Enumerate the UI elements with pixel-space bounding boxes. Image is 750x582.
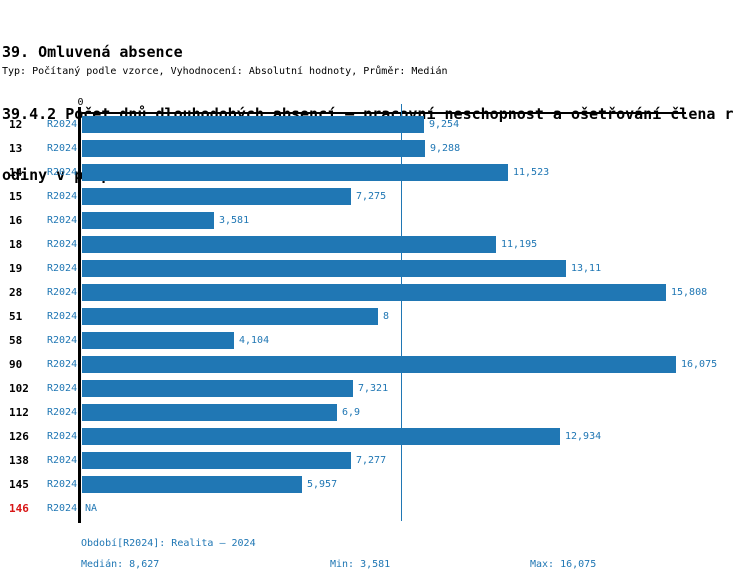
row-period-label: R2024 <box>47 143 78 154</box>
row-org-id-label: 13 <box>9 142 23 155</box>
row-org-id-label: 14 <box>9 166 23 179</box>
row-value-label: 9,288 <box>430 143 461 154</box>
row-value-label: 12,934 <box>565 431 602 442</box>
value-bar <box>82 188 351 205</box>
row-org-id-label: 19 <box>9 262 23 275</box>
row-org-id-label: 145 <box>9 478 29 491</box>
chart-row: 146 R2024 NA <box>0 500 750 517</box>
row-period-label: R2024 <box>47 431 78 442</box>
chart-row: 12 R2024 9,254 <box>0 116 750 133</box>
row-value-label: 11,195 <box>501 239 538 250</box>
median-reference-line <box>401 104 402 521</box>
row-org-id-label: 16 <box>9 214 23 227</box>
row-value-label: 8 <box>383 311 390 322</box>
row-value-label: 16,075 <box>681 359 718 370</box>
value-bar <box>82 116 424 133</box>
row-value-label: 15,808 <box>671 287 708 298</box>
row-value-label: 13,11 <box>571 263 602 274</box>
value-bar <box>82 356 676 373</box>
row-period-label: R2024 <box>47 335 78 346</box>
footer-median-stat: Medián: 8,627 <box>81 559 160 570</box>
footer-period-info: Období[R2024]: Realita – 2024 <box>81 538 256 549</box>
chart-row: 112 R2024 6,9 <box>0 404 750 421</box>
row-org-id-label: 15 <box>9 190 23 203</box>
row-period-label: R2024 <box>47 479 78 490</box>
row-org-id-label: 18 <box>9 238 23 251</box>
chart-row: 126 R2024 12,934 <box>0 428 750 445</box>
chart-row: 28 R2024 15,808 <box>0 284 750 301</box>
row-org-id-label: 51 <box>9 310 23 323</box>
row-period-label: R2024 <box>47 407 78 418</box>
x-axis-zero-tick-label: 0 <box>77 97 84 108</box>
footer-max-stat: Max: 16,075 <box>530 559 597 570</box>
value-bar <box>82 236 496 253</box>
row-value-label: 7,321 <box>358 383 389 394</box>
value-bar <box>82 260 566 277</box>
row-value-label: 9,254 <box>429 119 460 130</box>
chart-row: 19 R2024 13,11 <box>0 260 750 277</box>
value-bar <box>82 404 337 421</box>
row-period-label: R2024 <box>47 215 78 226</box>
value-bar <box>82 140 425 157</box>
y-axis-line <box>78 107 81 523</box>
chart-row: 15 R2024 7,275 <box>0 188 750 205</box>
row-period-label: R2024 <box>47 359 78 370</box>
row-org-id-label: 90 <box>9 358 23 371</box>
value-bar <box>82 308 378 325</box>
row-org-id-label: 12 <box>9 118 23 131</box>
row-value-label: 7,277 <box>356 455 387 466</box>
row-org-id-label: 126 <box>9 430 29 443</box>
value-bar <box>82 428 560 445</box>
value-bar <box>82 476 302 493</box>
chart-row: 13 R2024 9,288 <box>0 140 750 157</box>
row-value-label: 7,275 <box>356 191 387 202</box>
row-period-label: R2024 <box>47 263 78 274</box>
chart-row: 138 R2024 7,277 <box>0 452 750 469</box>
row-org-id-label: 102 <box>9 382 29 395</box>
chart-row: 16 R2024 3,581 <box>0 212 750 229</box>
row-period-label: R2024 <box>47 287 78 298</box>
row-org-id-label: 146 <box>9 502 29 515</box>
row-value-label: NA <box>85 503 98 514</box>
row-value-label: 11,523 <box>513 167 550 178</box>
row-period-label: R2024 <box>47 119 78 130</box>
value-bar <box>82 380 353 397</box>
value-bar <box>82 452 351 469</box>
row-period-label: R2024 <box>47 191 78 202</box>
row-value-label: 4,104 <box>239 335 270 346</box>
chart-row: 145 R2024 5,957 <box>0 476 750 493</box>
chart-row: 14 R2024 11,523 <box>0 164 750 181</box>
x-axis-top-line <box>82 112 686 114</box>
chart-row: 90 R2024 16,075 <box>0 356 750 373</box>
row-period-label: R2024 <box>47 311 78 322</box>
chart-row: 58 R2024 4,104 <box>0 332 750 349</box>
row-value-label: 5,957 <box>307 479 338 490</box>
value-bar <box>82 164 508 181</box>
value-bar <box>82 284 666 301</box>
row-period-label: R2024 <box>47 167 78 178</box>
row-org-id-label: 138 <box>9 454 29 467</box>
row-org-id-label: 112 <box>9 406 29 419</box>
row-period-label: R2024 <box>47 239 78 250</box>
chart-row: 18 R2024 11,195 <box>0 236 750 253</box>
value-bar <box>82 332 234 349</box>
row-value-label: 3,581 <box>219 215 250 226</box>
row-period-label: R2024 <box>47 383 78 394</box>
footer-min-stat: Min: 3,581 <box>330 559 391 570</box>
row-period-label: R2024 <box>47 503 78 514</box>
chart-row: 102 R2024 7,321 <box>0 380 750 397</box>
row-value-label: 6,9 <box>342 407 361 418</box>
row-org-id-label: 28 <box>9 286 23 299</box>
row-period-label: R2024 <box>47 455 78 466</box>
chart-row: 51 R2024 8 <box>0 308 750 325</box>
value-bar <box>82 212 214 229</box>
page-title: 39. Omluvená absence <box>2 43 183 61</box>
chart-meta-line: Typ: Počítaný podle vzorce, Vyhodnocení:… <box>2 66 448 77</box>
row-org-id-label: 58 <box>9 334 23 347</box>
